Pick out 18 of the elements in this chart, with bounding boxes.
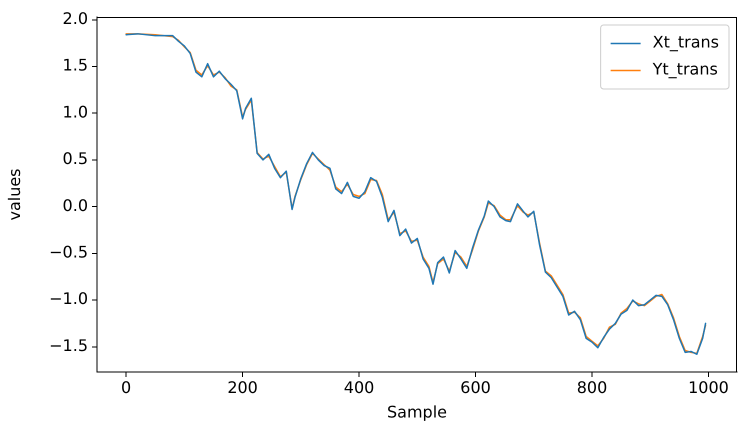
x-tick-label: 800 [576,378,608,397]
y-tick-label: 0.5 [62,149,88,168]
x-tick-label: 200 [227,378,258,397]
y-tick-label: −1.0 [49,289,88,308]
x-tick-label: 1000 [688,378,729,397]
x-tick-label: 0 [121,378,132,397]
x-tick-label: 600 [460,378,491,397]
y-tick-label: −1.5 [49,336,88,355]
y-tick-label: −0.5 [49,242,88,262]
x-axis-title: Sample [387,402,447,422]
y-tick-label: 2.0 [62,8,88,28]
x-tick-label: 400 [344,378,374,397]
legend-label: Xt_trans [652,32,720,52]
y-tick-label: 1.5 [62,56,88,75]
y-axis-title: values [4,168,24,221]
y-tick-label: 1.0 [62,102,88,122]
y-tick-label: 0.0 [62,196,88,215]
legend-label: Yt_trans [652,60,718,79]
